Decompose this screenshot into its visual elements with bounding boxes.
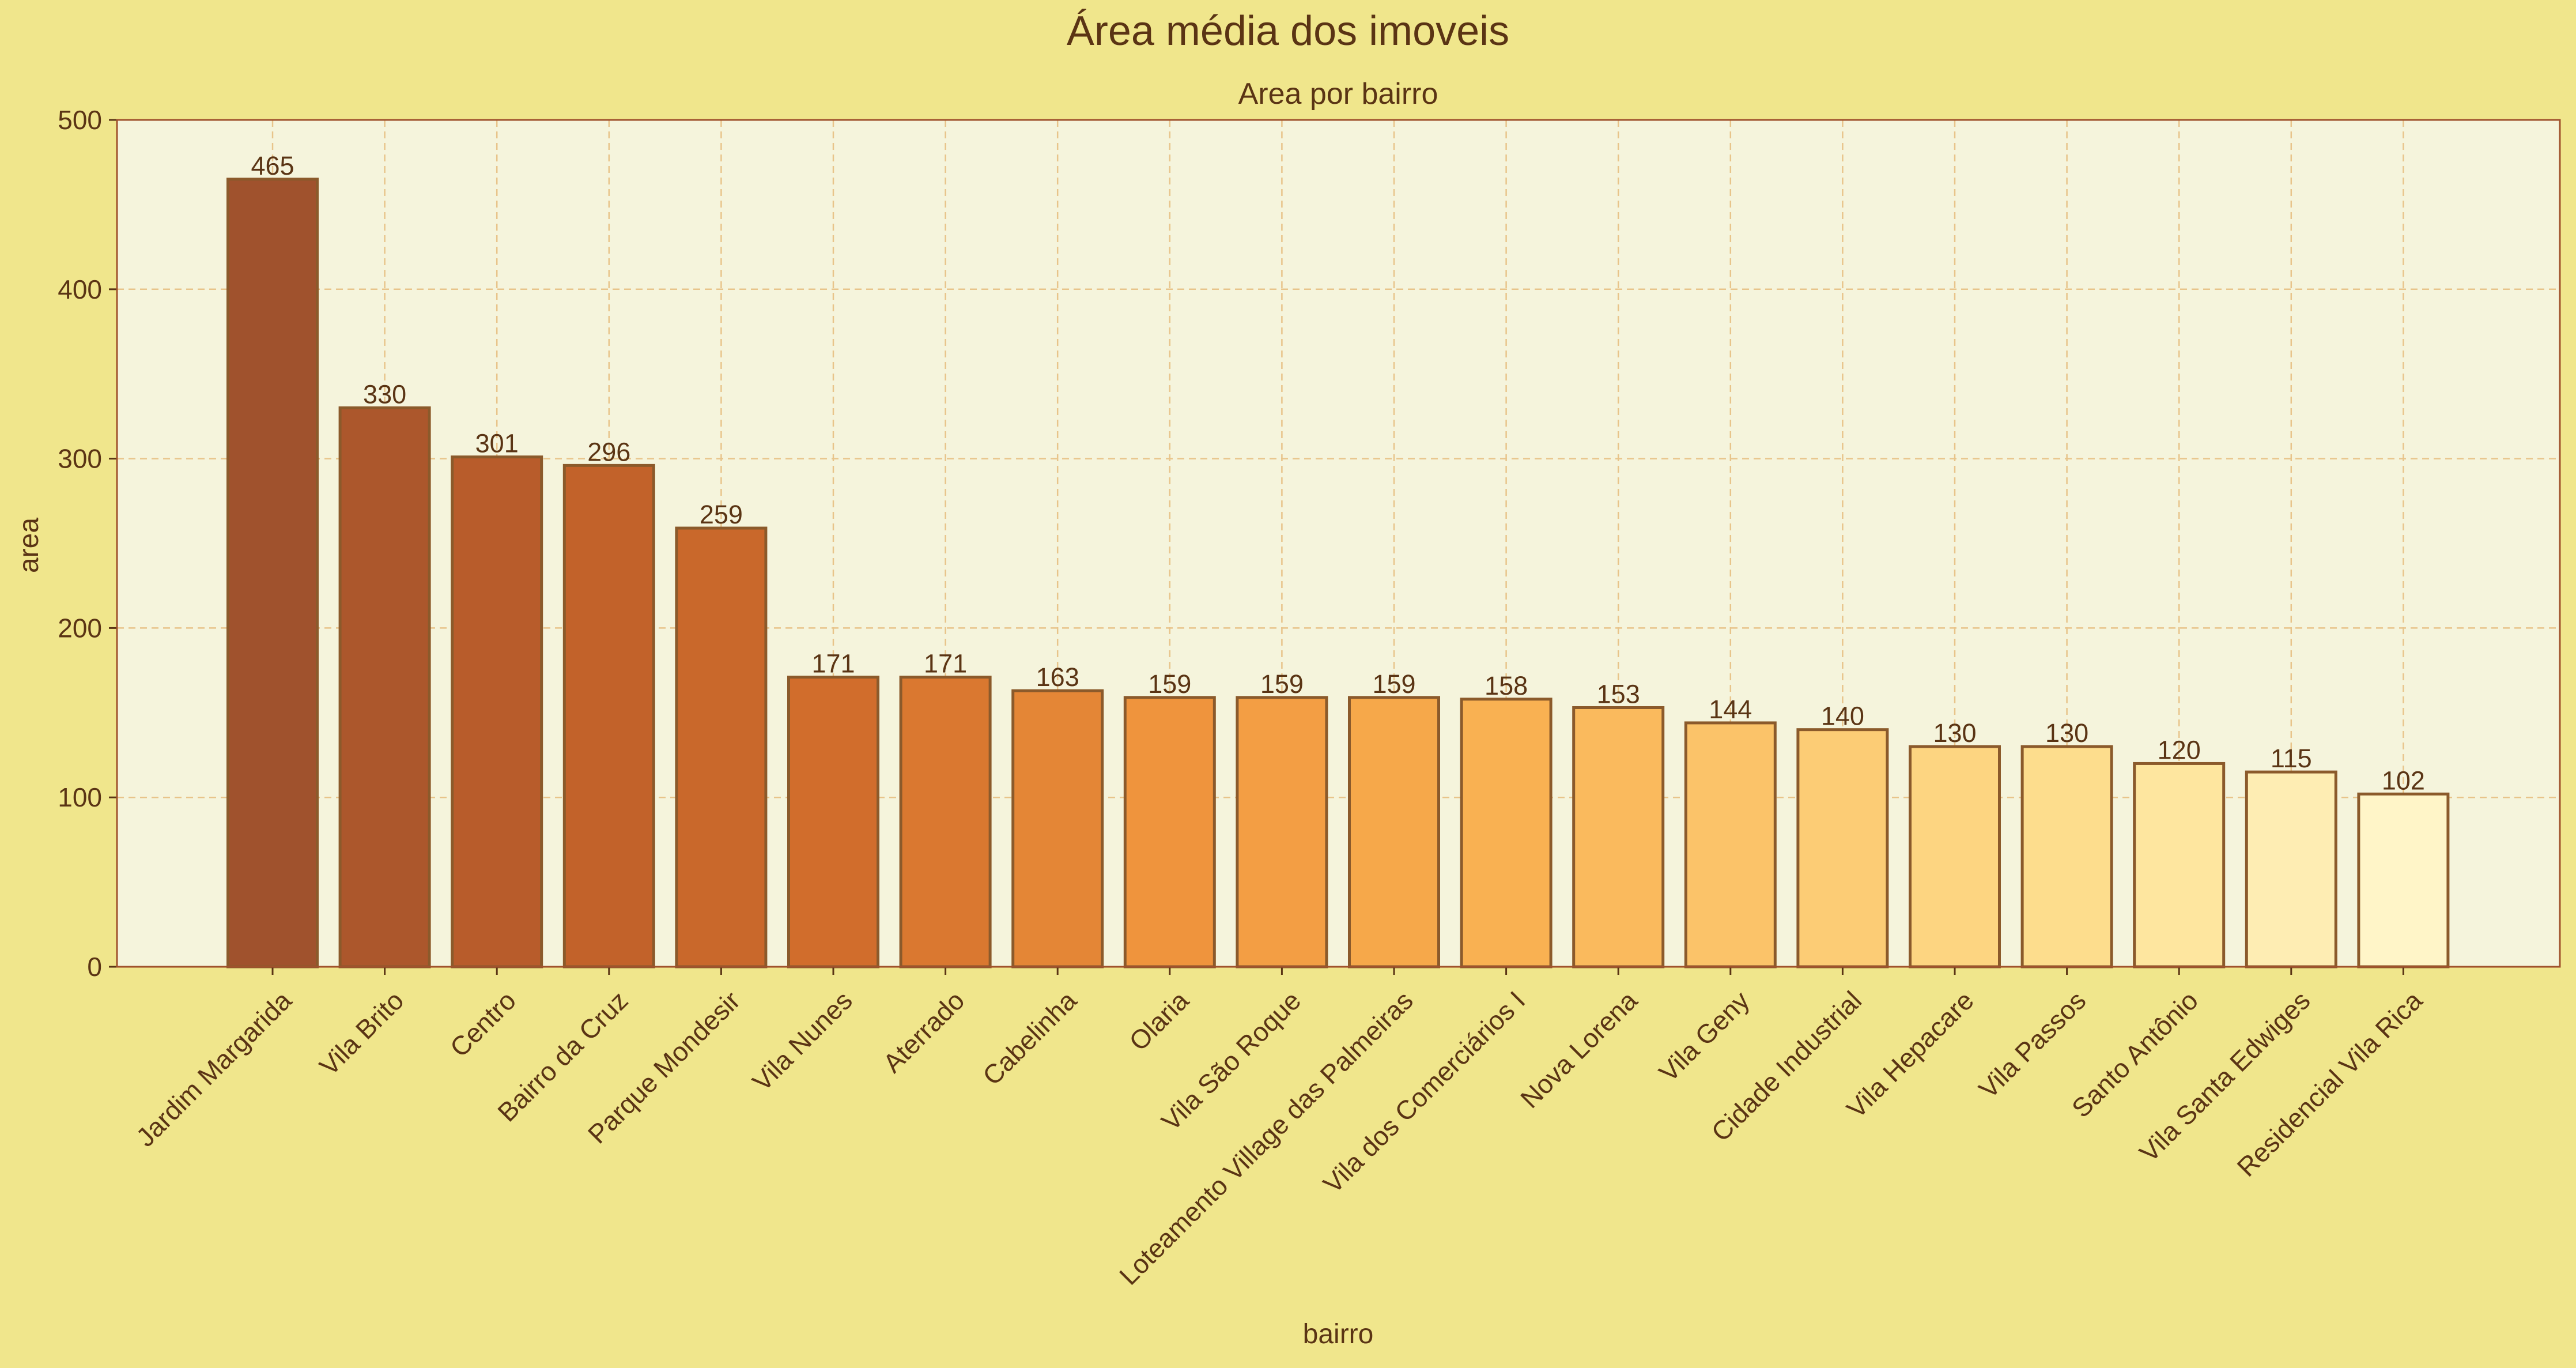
data-label-9: 159 [1260, 669, 1304, 699]
data-label-5: 171 [811, 649, 855, 679]
bar-10 [1348, 696, 1440, 968]
figure-title: Área média dos imoveis [1067, 8, 1509, 54]
bar-7 [1011, 689, 1104, 968]
bar-13 [1684, 721, 1777, 968]
data-label-15: 130 [1933, 718, 1976, 748]
y-tick-label-0: 0 [87, 952, 102, 982]
bar-2 [451, 455, 543, 968]
data-label-11: 158 [1485, 671, 1528, 700]
bar-14 [1796, 728, 1889, 968]
y-tick-label-4: 400 [58, 274, 102, 304]
bar-16 [2020, 745, 2113, 968]
bar-6 [899, 676, 992, 968]
data-label-18: 115 [2271, 744, 2312, 773]
x-axis-label: bairro [1303, 1319, 1374, 1350]
y-tick-label-1: 100 [58, 782, 102, 812]
bar-17 [2133, 762, 2226, 968]
bar-12 [1572, 706, 1665, 968]
bar-3 [562, 463, 655, 968]
data-label-17: 120 [2158, 735, 2201, 764]
data-label-10: 159 [1372, 669, 1415, 699]
data-label-3: 296 [587, 437, 630, 466]
plot-frame [116, 119, 2561, 968]
y-axis-label: area [14, 518, 44, 573]
bar-11 [1460, 698, 1553, 968]
data-label-8: 159 [1148, 669, 1191, 699]
bar-9 [1236, 696, 1328, 968]
chart-title: Area por bairro [1238, 77, 1438, 111]
data-label-4: 259 [700, 500, 743, 529]
bar-15 [1909, 745, 2001, 968]
bar-4 [675, 526, 768, 968]
y-tick-label-5: 500 [58, 105, 102, 135]
data-label-12: 153 [1597, 679, 1640, 709]
data-label-0: 465 [251, 151, 294, 180]
y-tick-label-2: 200 [58, 613, 102, 643]
data-label-6: 171 [924, 649, 967, 679]
data-label-7: 163 [1036, 662, 1079, 692]
y-tick-label-3: 300 [58, 444, 102, 474]
bar-5 [787, 676, 879, 968]
bar-18 [2245, 770, 2337, 968]
data-label-2: 301 [475, 429, 519, 458]
bar-1 [338, 406, 431, 968]
bar-8 [1123, 696, 1216, 968]
data-label-1: 330 [363, 379, 406, 409]
bar-19 [2357, 792, 2450, 968]
data-label-16: 130 [2045, 718, 2088, 748]
data-label-14: 140 [1821, 702, 1864, 731]
data-label-13: 144 [1709, 695, 1752, 724]
data-label-19: 102 [2382, 766, 2425, 795]
bar-0 [226, 178, 319, 968]
